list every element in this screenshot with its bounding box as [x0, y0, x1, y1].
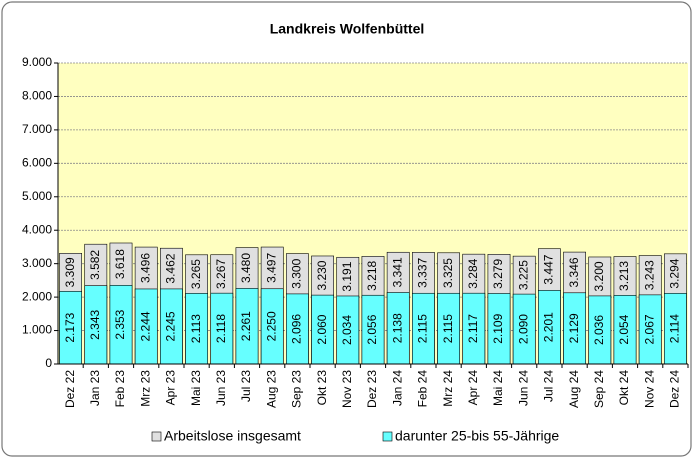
x-tick-label: Jun 24 — [516, 370, 530, 406]
y-tick-label: 1.000 — [22, 323, 52, 337]
x-tick-label: Feb 23 — [113, 370, 127, 408]
value-label: 2.115 — [416, 314, 430, 343]
y-tick-label: 2.000 — [22, 289, 52, 303]
y-tick-label: 8.000 — [22, 89, 52, 103]
value-label: 3.279 — [491, 259, 505, 289]
x-tick-label: Apr 23 — [164, 370, 178, 406]
value-label: 3.346 — [567, 257, 581, 287]
y-tick-label: 3.000 — [22, 256, 52, 270]
x-tick-label: Jul 24 — [542, 370, 556, 402]
value-label: 3.230 — [315, 260, 329, 290]
y-tick-label: 6.000 — [22, 156, 52, 170]
value-label: 3.225 — [516, 260, 530, 290]
value-label: 2.096 — [290, 314, 304, 344]
value-label: 2.036 — [592, 315, 606, 345]
value-label: 3.496 — [138, 253, 152, 283]
x-tick-label: Aug 23 — [264, 370, 278, 408]
value-label: 2.115 — [441, 314, 455, 343]
value-label: 3.284 — [466, 258, 480, 288]
value-label: 3.191 — [340, 261, 354, 291]
value-label: 2.173 — [63, 312, 77, 342]
value-label: 2.201 — [542, 312, 556, 342]
value-label: 3.337 — [416, 257, 430, 287]
value-label: 3.243 — [642, 260, 656, 290]
x-tick-label: Aug 24 — [567, 370, 581, 408]
chart-title: Landkreis Wolfenbüttel — [270, 21, 425, 37]
value-label: 3.341 — [390, 257, 404, 287]
value-label: 3.309 — [63, 257, 77, 287]
x-tick-label: Mai 23 — [189, 370, 203, 406]
y-tick-label: 4.000 — [22, 222, 52, 236]
x-tick-label: Mrz 24 — [441, 370, 455, 407]
x-tick-label: Dez 23 — [365, 370, 379, 408]
value-label: 3.294 — [668, 258, 682, 288]
value-label: 3.480 — [239, 253, 253, 283]
x-tick-label: Dez 22 — [63, 370, 77, 408]
x-tick-label: Nov 24 — [642, 370, 656, 408]
x-tick-label: Sep 24 — [592, 370, 606, 408]
y-tick-label: 0 — [45, 356, 52, 370]
value-label: 3.462 — [164, 253, 178, 283]
x-tick-label: Dez 24 — [668, 370, 682, 408]
legend-label: Arbeitslose insgesamt — [164, 428, 301, 444]
y-tick-label: 7.000 — [22, 122, 52, 136]
value-label: 2.250 — [264, 311, 278, 341]
value-label: 2.244 — [138, 311, 152, 341]
x-tick-label: Mai 24 — [491, 370, 505, 406]
value-label: 2.060 — [315, 314, 329, 344]
value-label: 3.265 — [189, 259, 203, 289]
value-label: 3.497 — [264, 253, 278, 283]
value-label: 3.213 — [617, 261, 631, 291]
x-tick-label: Okt 23 — [315, 370, 329, 406]
value-label: 2.261 — [239, 311, 253, 341]
value-label: 3.267 — [214, 259, 228, 289]
x-tick-label: Jun 23 — [214, 370, 228, 406]
value-label: 3.325 — [441, 258, 455, 288]
value-label: 2.067 — [642, 314, 656, 344]
value-label: 2.109 — [491, 313, 505, 343]
x-tick-label: Jul 23 — [239, 370, 253, 402]
value-label: 3.582 — [88, 250, 102, 280]
x-tick-label: Feb 24 — [416, 370, 430, 408]
value-label: 2.054 — [617, 314, 631, 344]
value-label: 2.117 — [466, 314, 480, 343]
y-tick-label: 5.000 — [22, 189, 52, 203]
value-label: 2.129 — [567, 313, 581, 343]
value-label: 2.118 — [214, 314, 228, 343]
x-tick-label: Sep 23 — [290, 370, 304, 408]
value-label: 2.245 — [164, 311, 178, 341]
x-tick-label: Nov 23 — [340, 370, 354, 408]
x-tick-label: Mrz 23 — [138, 370, 152, 407]
y-tick-label: 9.000 — [22, 55, 52, 69]
value-label: 2.353 — [113, 309, 127, 339]
x-tick-label: Jan 24 — [390, 370, 404, 406]
x-tick-label: Jan 23 — [88, 370, 102, 406]
legend-swatch — [151, 431, 162, 442]
value-label: 2.114 — [668, 314, 682, 343]
value-label: 3.200 — [592, 261, 606, 291]
value-label: 2.138 — [390, 313, 404, 343]
value-label: 2.034 — [340, 315, 354, 345]
value-label: 3.447 — [542, 254, 556, 284]
value-label: 3.300 — [290, 258, 304, 288]
value-label: 2.056 — [365, 314, 379, 344]
value-label: 2.090 — [516, 314, 530, 344]
legend-swatch — [382, 431, 393, 442]
legend-label: darunter 25-bis 55-Jährige — [395, 428, 559, 444]
value-label: 2.343 — [88, 309, 102, 339]
value-label: 2.113 — [189, 314, 203, 343]
value-label: 3.618 — [113, 249, 127, 279]
x-tick-label: Apr 24 — [466, 370, 480, 406]
x-tick-label: Okt 24 — [617, 370, 631, 406]
value-label: 3.218 — [365, 260, 379, 290]
